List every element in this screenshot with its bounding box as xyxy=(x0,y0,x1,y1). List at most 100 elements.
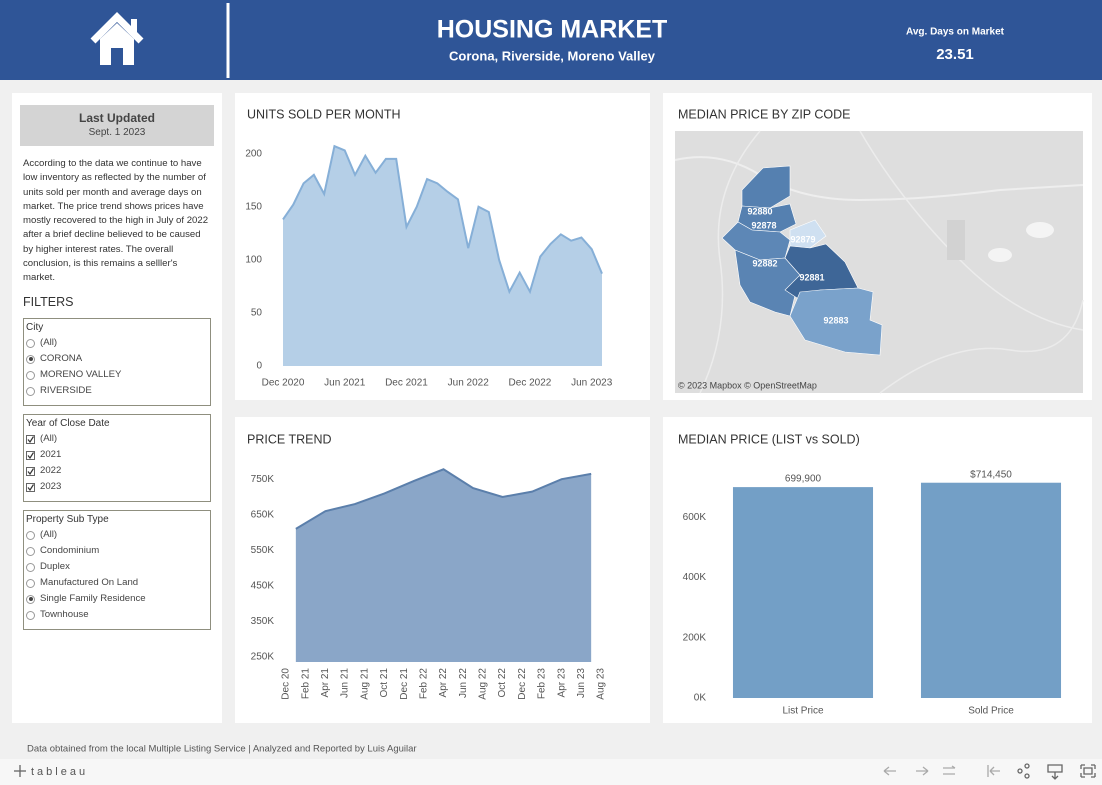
y-tick-label: 650K xyxy=(251,509,275,520)
kpi-label: Avg. Days on Market xyxy=(906,27,1005,38)
reset[interactable] xyxy=(987,765,1000,777)
filter-option[interactable]: Manufactured On Land xyxy=(26,575,210,591)
last-updated: Last Updated Sept. 1 2023 xyxy=(20,105,214,146)
x-tick-label: Dec 22 xyxy=(517,668,528,700)
radio[interactable] xyxy=(26,546,35,556)
zip-region[interactable] xyxy=(789,287,883,356)
radio[interactable] xyxy=(26,530,35,540)
x-tick-label: Dec 2020 xyxy=(262,378,305,389)
bar xyxy=(732,487,874,698)
y-tick-label: 150 xyxy=(245,201,262,212)
check xyxy=(27,451,34,459)
y-tick-label: 50 xyxy=(251,308,263,319)
x-tick-label: Sold Price xyxy=(968,706,1014,717)
tableau-logo-mark xyxy=(14,765,26,777)
download[interactable] xyxy=(1047,764,1063,780)
road xyxy=(879,299,1084,394)
checkbox[interactable] xyxy=(26,450,35,460)
filter-option[interactable]: RIVERSIDE xyxy=(26,383,210,399)
check xyxy=(27,435,34,443)
radio[interactable] xyxy=(26,562,35,572)
toolbar xyxy=(0,759,1102,785)
x-tick-label: Feb 23 xyxy=(537,668,548,700)
check-mark xyxy=(27,451,34,459)
y-tick-label: 0K xyxy=(694,693,707,704)
x-tick-label: Oct 21 xyxy=(379,668,390,698)
checkbox[interactable] xyxy=(26,482,35,492)
area-fill xyxy=(295,469,592,662)
check-mark xyxy=(27,467,34,475)
undo[interactable] xyxy=(883,766,896,776)
filter-option[interactable]: Duplex xyxy=(26,559,210,575)
chart-title: PRICE TREND xyxy=(247,432,332,446)
roof xyxy=(90,12,144,44)
radio[interactable] xyxy=(26,610,35,620)
filter-option[interactable]: (All) xyxy=(26,527,210,543)
revert[interactable] xyxy=(943,765,956,775)
x-tick-label: Dec 21 xyxy=(399,668,410,700)
header-subtitle: Corona, Riverside, Moreno Valley xyxy=(449,48,656,63)
y-tick-label: 400K xyxy=(683,572,707,583)
house-body xyxy=(100,23,134,65)
x-tick-label: Aug 21 xyxy=(359,668,370,700)
check xyxy=(27,483,34,491)
radio[interactable] xyxy=(26,578,35,588)
zip-region[interactable] xyxy=(789,219,827,249)
option-label: Manufactured On Land xyxy=(40,577,139,588)
note: According to the data we continue to hav… xyxy=(23,158,209,284)
filters: City (All) CORONA MORENO VALLEY RIVERSIDE Yea… xyxy=(23,318,211,638)
map: 92880 92878 92879 92882 92881 92883 © 20… xyxy=(674,130,1084,394)
option-label: (All) xyxy=(40,433,58,444)
radio[interactable] xyxy=(26,386,35,396)
map-attribution: © 2023 Mapbox © OpenStreetMap xyxy=(678,380,817,390)
x-tick-label: Jun 22 xyxy=(458,668,469,698)
y-tick-label: 350K xyxy=(251,616,275,627)
kpi-value: 23.51 xyxy=(936,46,974,63)
zip-label: 92878 xyxy=(751,220,776,230)
filter-option[interactable]: (All) xyxy=(26,431,210,447)
filter-option[interactable]: 2022 xyxy=(26,463,210,479)
header-title: HOUSING MARKET xyxy=(437,16,668,44)
option-label: (All) xyxy=(40,337,58,348)
filter-title: City xyxy=(26,322,44,333)
filter-option[interactable]: (All) xyxy=(26,335,210,351)
radio[interactable] xyxy=(26,594,35,604)
filter-title: Property Sub Type xyxy=(26,514,109,525)
checkbox[interactable] xyxy=(26,434,35,444)
radio[interactable] xyxy=(26,370,35,380)
filter-option[interactable]: Condominium xyxy=(26,543,210,559)
filter-option[interactable]: Townhouse xyxy=(26,607,210,623)
option-label: Duplex xyxy=(40,561,70,572)
filters-title: FILTERS xyxy=(23,295,74,309)
chimney xyxy=(131,19,137,33)
zip-label: 92879 xyxy=(790,234,815,244)
updated-date: Sept. 1 2023 xyxy=(88,127,146,138)
brand: tableau xyxy=(31,766,88,778)
checkbox[interactable] xyxy=(26,466,35,476)
radio[interactable] xyxy=(26,354,35,364)
y-tick-label: 0 xyxy=(256,361,262,372)
filter-box: Year of Close Date (All) 2021 2022 2023 xyxy=(23,414,211,502)
check-mark xyxy=(27,435,34,443)
y-tick-label: 600K xyxy=(683,512,707,523)
x-tick-label: Jun 2023 xyxy=(571,378,613,389)
zip-label: 92883 xyxy=(823,315,848,325)
footer-credit: Data obtained from the local Multiple Li… xyxy=(27,744,417,755)
x-tick-label: Dec 20 xyxy=(281,668,292,700)
fullscreen[interactable] xyxy=(1080,764,1096,778)
x-tick-label: Jun 21 xyxy=(340,668,351,698)
option-label: CORONA xyxy=(40,353,83,364)
water xyxy=(1026,222,1054,238)
filter-option[interactable]: Single Family Residence xyxy=(26,591,210,607)
y-tick-label: 250K xyxy=(251,651,275,662)
share[interactable] xyxy=(1017,768,1023,774)
radio[interactable] xyxy=(26,338,35,348)
filter-option[interactable]: MORENO VALLEY xyxy=(26,367,210,383)
x-tick-label: Dec 2022 xyxy=(509,378,552,389)
filter-option[interactable]: CORONA xyxy=(26,351,210,367)
filter-option[interactable]: 2021 xyxy=(26,447,210,463)
x-tick-label: Oct 22 xyxy=(497,668,508,698)
toolbar-icons xyxy=(883,763,1096,780)
redo[interactable] xyxy=(916,766,929,776)
filter-option[interactable]: 2023 xyxy=(26,479,210,495)
